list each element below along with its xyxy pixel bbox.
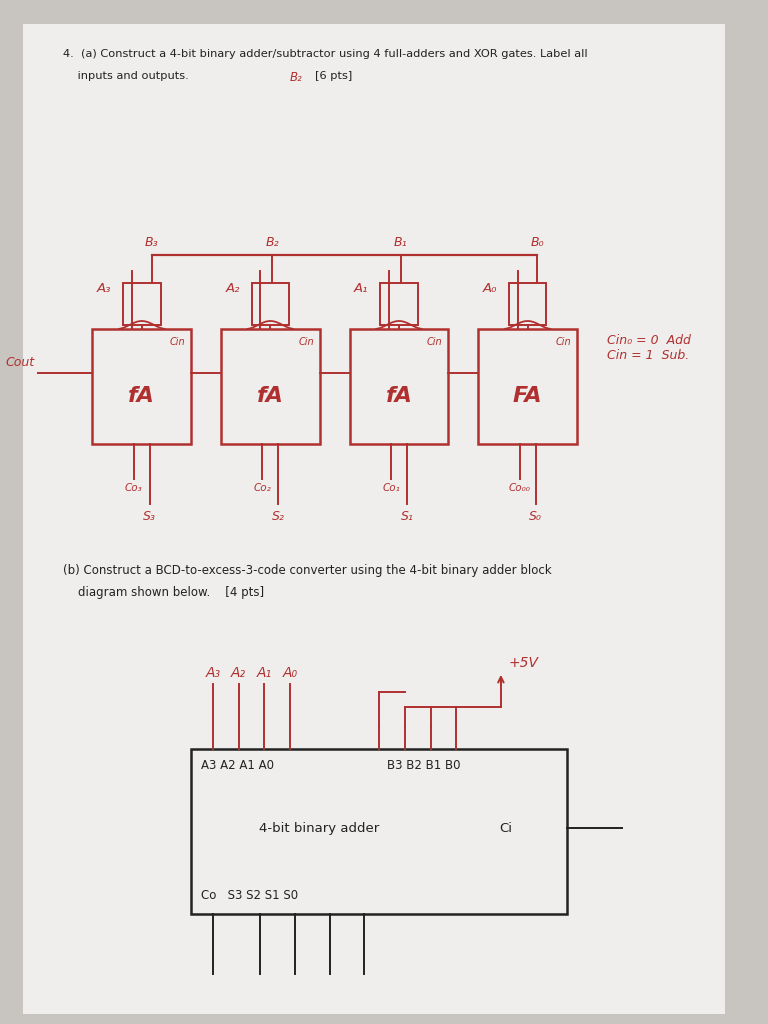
Text: S₁: S₁ — [400, 510, 413, 523]
Text: S₃: S₃ — [144, 510, 156, 523]
Text: Co₃: Co₃ — [125, 483, 143, 493]
Text: Co₂: Co₂ — [253, 483, 271, 493]
Text: (b) Construct a BCD-to-excess-3-code converter using the 4-bit binary adder bloc: (b) Construct a BCD-to-excess-3-code con… — [63, 564, 551, 577]
Text: A3 A2 A1 A0: A3 A2 A1 A0 — [201, 759, 274, 772]
Text: Cin: Cin — [555, 337, 571, 347]
Bar — [349, 329, 449, 444]
Text: A₂: A₂ — [231, 666, 247, 680]
Text: B₂: B₂ — [266, 236, 279, 249]
Bar — [123, 283, 161, 325]
Text: A₂: A₂ — [226, 282, 240, 295]
Text: A₁: A₁ — [354, 282, 369, 295]
Text: +5V: +5V — [508, 656, 539, 670]
Bar — [380, 283, 418, 325]
Text: B₂: B₂ — [290, 71, 303, 84]
Bar — [221, 329, 319, 444]
Text: Cin₀ = 0  Add
Cin = 1  Sub.: Cin₀ = 0 Add Cin = 1 Sub. — [607, 334, 690, 362]
Text: FA: FA — [513, 386, 542, 406]
Text: Cin: Cin — [298, 337, 314, 347]
Text: Ci: Ci — [499, 821, 512, 835]
Text: A₃: A₃ — [97, 282, 111, 295]
Text: diagram shown below.    [4 pts]: diagram shown below. [4 pts] — [63, 586, 263, 599]
Text: fA: fA — [257, 386, 284, 406]
Text: Co₀₀: Co₀₀ — [508, 483, 531, 493]
Bar — [508, 283, 546, 325]
Text: S₂: S₂ — [272, 510, 285, 523]
Text: [6 pts]: [6 pts] — [315, 71, 353, 81]
Text: fA: fA — [386, 386, 412, 406]
Text: 4-bit binary adder: 4-bit binary adder — [259, 821, 379, 835]
Text: inputs and outputs.: inputs and outputs. — [63, 71, 188, 81]
Text: 4.  (a) Construct a 4-bit binary adder/subtractor using 4 full-adders and XOR ga: 4. (a) Construct a 4-bit binary adder/su… — [63, 49, 588, 59]
Text: A₀: A₀ — [483, 282, 497, 295]
Text: B3 B2 B1 B0: B3 B2 B1 B0 — [387, 759, 460, 772]
Text: B₀: B₀ — [531, 236, 545, 249]
Text: A₃: A₃ — [205, 666, 220, 680]
Bar — [252, 283, 290, 325]
Text: B₁: B₁ — [394, 236, 408, 249]
Text: Cin: Cin — [170, 337, 185, 347]
Text: Cout: Cout — [6, 355, 35, 369]
Text: Co   S3 S2 S1 S0: Co S3 S2 S1 S0 — [201, 889, 298, 902]
Text: B₃: B₃ — [145, 236, 158, 249]
Text: A₁: A₁ — [257, 666, 272, 680]
Text: Co₁: Co₁ — [382, 483, 400, 493]
Text: fA: fA — [128, 386, 155, 406]
Text: S₀: S₀ — [529, 510, 542, 523]
Bar — [92, 329, 191, 444]
Bar — [191, 749, 567, 914]
Bar — [478, 329, 577, 444]
Text: A₀: A₀ — [283, 666, 298, 680]
Text: Cin: Cin — [427, 337, 442, 347]
